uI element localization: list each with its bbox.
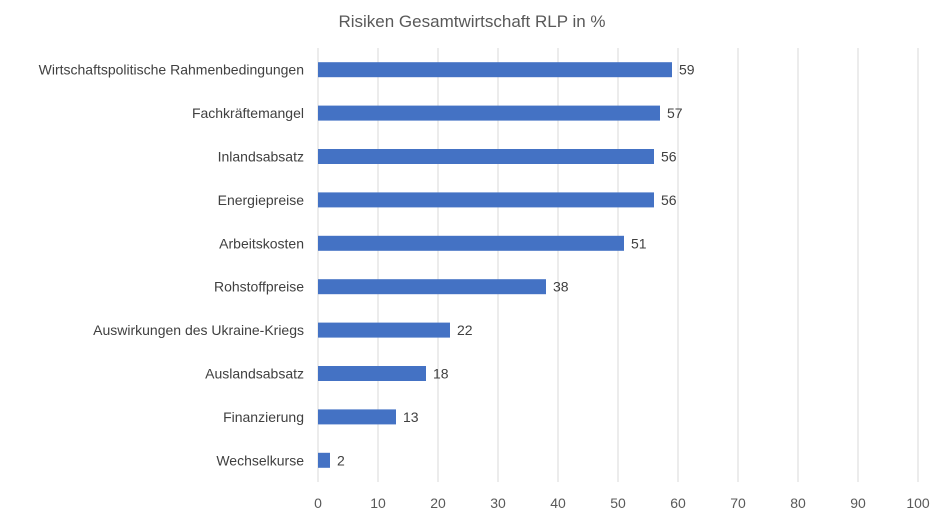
category-label: Arbeitskosten [219, 235, 304, 251]
data-label: 56 [661, 192, 677, 208]
x-tick-label: 30 [490, 495, 506, 511]
x-tick-label: 90 [850, 495, 866, 511]
category-label: Auslandsabsatz [205, 366, 304, 382]
bar [318, 105, 660, 121]
data-label: 18 [433, 366, 449, 382]
bar [318, 366, 426, 381]
bar [318, 409, 396, 425]
x-tick-label: 40 [550, 495, 566, 511]
data-labels: 59 57 56 56 51 38 22 18 13 2 [337, 62, 695, 469]
bar [318, 322, 450, 338]
category-label: Wirtschaftspolitische Rahmenbedingungen [39, 62, 304, 78]
x-tick-label: 20 [430, 495, 446, 511]
x-tick-label: 60 [670, 495, 686, 511]
category-label: Finanzierung [223, 409, 304, 425]
data-label: 56 [661, 149, 677, 165]
category-label: Inlandsabsatz [218, 149, 304, 165]
bar [318, 279, 546, 295]
category-label: Wechselkurse [216, 452, 304, 468]
bar [318, 235, 624, 251]
x-tick-label: 50 [610, 495, 626, 511]
data-label: 57 [667, 105, 683, 121]
data-label: 22 [457, 322, 473, 338]
x-tick-label: 100 [906, 495, 930, 511]
chart-title: Risiken Gesamtwirtschaft RLP in % [338, 12, 605, 31]
data-label: 13 [403, 409, 419, 425]
data-label: 2 [337, 452, 345, 468]
x-tick-label: 0 [314, 495, 322, 511]
category-label: Energiepreise [218, 192, 305, 208]
bar [318, 192, 654, 208]
data-label: 38 [553, 279, 569, 295]
x-axis-tick-labels: 0 10 20 30 40 50 60 70 80 90 100 [314, 495, 930, 511]
category-label: Auswirkungen des Ukraine-Kriegs [93, 322, 304, 338]
x-tick-label: 80 [790, 495, 806, 511]
category-label: Fachkräftemangel [192, 105, 304, 121]
bar [318, 149, 654, 164]
bars [318, 62, 672, 468]
data-label: 51 [631, 235, 647, 251]
x-tick-label: 70 [730, 495, 746, 511]
x-tick-label: 10 [370, 495, 386, 511]
category-labels: Wirtschaftspolitische Rahmenbedingungen F… [39, 62, 305, 469]
category-label: Rohstoffpreise [214, 279, 304, 295]
data-label: 59 [679, 62, 695, 78]
bar [318, 452, 330, 468]
bar [318, 62, 672, 78]
